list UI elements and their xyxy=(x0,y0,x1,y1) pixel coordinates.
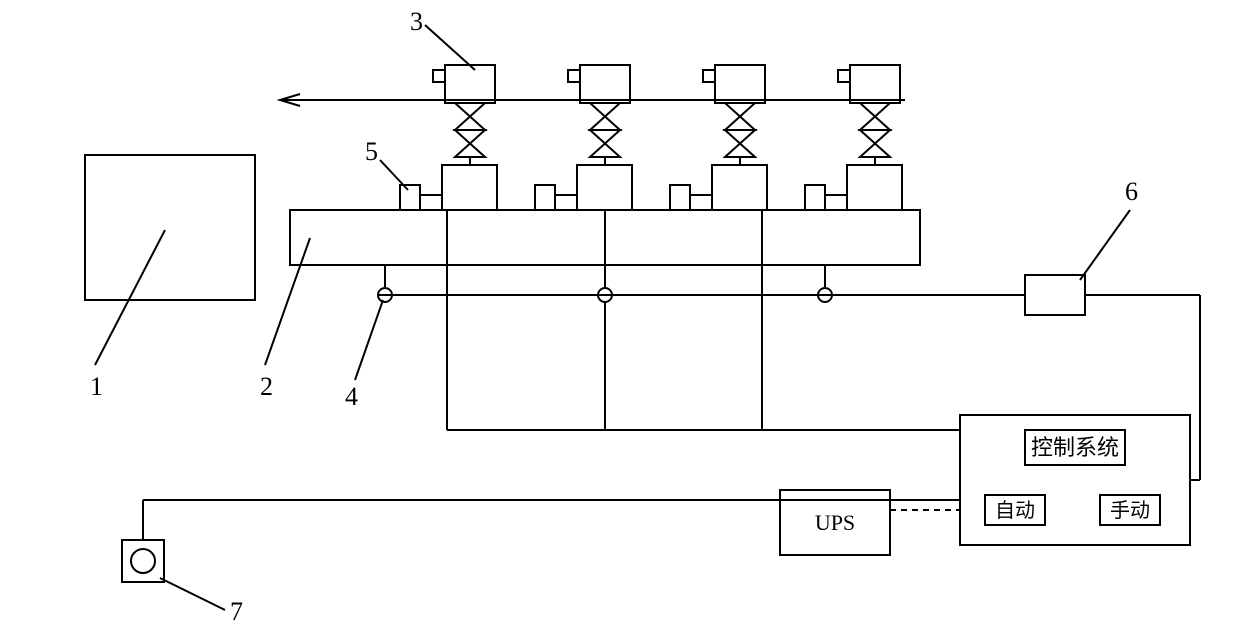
top-unit-4 xyxy=(805,65,902,210)
top-unit-3 xyxy=(670,65,767,210)
callout-line-5 xyxy=(380,160,408,190)
top-unit-1 xyxy=(400,65,497,210)
callout-label-7: 7 xyxy=(230,597,243,626)
block-1 xyxy=(85,155,255,300)
callout-label-4: 4 xyxy=(345,382,358,411)
system-diagram: 1 2 xyxy=(0,0,1240,634)
callout-label-3: 3 xyxy=(410,7,423,36)
mode-manual-label: 手动 xyxy=(1110,499,1150,522)
callout-label-1: 1 xyxy=(90,372,103,401)
callout-line-7 xyxy=(160,578,225,610)
mode-auto-label: 自动 xyxy=(995,499,1035,522)
ups-label: UPS xyxy=(815,510,855,535)
callout-line-4 xyxy=(355,300,383,380)
box-7-circle xyxy=(131,549,155,573)
callout-label-6: 6 xyxy=(1125,177,1138,206)
control-title: 控制系统 xyxy=(1031,435,1119,460)
callout-label-2: 2 xyxy=(260,372,273,401)
box-7 xyxy=(122,540,164,582)
top-unit-2 xyxy=(535,65,632,210)
callout-line-2 xyxy=(265,238,310,365)
callout-line-1 xyxy=(95,230,165,365)
callout-line-6 xyxy=(1080,210,1130,280)
box-6 xyxy=(1025,275,1085,315)
callout-line-3 xyxy=(425,25,475,70)
callout-label-5: 5 xyxy=(365,137,378,166)
